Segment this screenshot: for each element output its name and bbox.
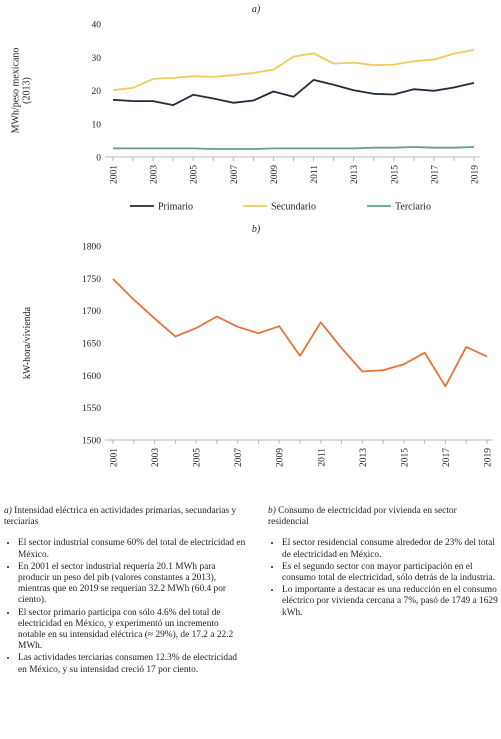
chart-b-xtick-label: 2011 <box>317 448 327 467</box>
caption-b-tag: b) <box>268 506 276 516</box>
notes-panel-b: b) Consumo de electricidad por vivienda … <box>268 506 498 620</box>
bullet-list-b: El sector residencial consume alrededor … <box>268 538 498 618</box>
chart-b-title: b) <box>252 224 261 235</box>
chart-b-ylabel-line: kW-hora/vivienda <box>22 306 33 379</box>
chart-a-xtick-label: 2019 <box>471 165 481 184</box>
caption-b-text: Consumo de electricidad por vivienda en … <box>268 506 457 528</box>
chart-a-xtick-label: 2017 <box>430 165 440 184</box>
chart-a-series-line-terciario <box>113 146 475 150</box>
chart-a-xtick-label: 2001 <box>110 165 120 184</box>
chart-b-ytick-label: 1650 <box>82 340 101 350</box>
chart-a-intensidad-electrica: a) MWh/peso mexicano (2013) 0 10 20 30 40 2001 20… <box>11 4 481 213</box>
chart-a-ytick-label: 20 <box>92 87 102 97</box>
chart-a-legend-label: Secundario <box>271 202 316 213</box>
chart-b-xtick-label: 2015 <box>400 448 410 467</box>
chart-a-ytick-label: 40 <box>92 21 102 31</box>
chart-b-ytick-label: 1700 <box>82 307 101 317</box>
caption-a-text: Intensidad eléctrica en actividades prim… <box>4 506 237 528</box>
chart-b-xtick-label: 2007 <box>234 448 244 467</box>
chart-b-ytick-label: 1800 <box>82 243 101 253</box>
chart-b-xtick-label: 2005 <box>193 448 203 467</box>
chart-b-xtick-label: 2019 <box>484 448 494 467</box>
chart-a-xtick-label: 2015 <box>390 165 400 184</box>
chart-b-ytick-label: 1550 <box>82 404 101 414</box>
notes-panel-a: a) Intensidad eléctrica en actividades p… <box>4 506 246 677</box>
chart-b-xtick-label: 2017 <box>442 448 452 467</box>
bullet-item: El sector primario participa con sólo 4.… <box>18 608 246 653</box>
chart-a-ylabel-line: (2013) <box>22 77 33 104</box>
chart-b-ytick-label: 1600 <box>82 372 101 382</box>
chart-a-ytick-label: 0 <box>96 154 101 164</box>
chart-b-xtick-label: 2001 <box>110 448 120 467</box>
chart-b-consumo-por-vivienda: b) kW-hora/vivienda 1500 1550 1600 1650 1700 17… <box>22 224 494 467</box>
bullet-list-a: El sector industrial consume 60% del tot… <box>4 538 246 675</box>
chart-a-xtick-label: 2013 <box>350 165 360 184</box>
caption-a: a) Intensidad eléctrica en actividades p… <box>4 506 246 528</box>
chart-a-series-line-secundario <box>112 49 475 92</box>
charts-canvas: a) MWh/peso mexicano (2013) 0 10 20 30 40 2001 20… <box>11 4 494 467</box>
chart-b-xtick-label: 2003 <box>151 448 161 467</box>
chart-a-legend-label: Terciario <box>395 202 431 213</box>
caption-a-tag: a) <box>4 506 12 516</box>
chart-a-title: a) <box>252 4 261 15</box>
chart-a-ylabel-line: MWh/peso mexicano <box>11 48 22 134</box>
chart-a-xtick-label: 2005 <box>190 165 200 184</box>
chart-a-legend-label: Primario <box>158 202 193 213</box>
chart-b-ytick-label: 1500 <box>82 437 101 447</box>
chart-a-xtick-label: 2009 <box>270 165 280 184</box>
bullet-item: En 2001 el sector industrial requería 20… <box>18 562 246 607</box>
bullet-item: Lo importante a destacar es una reducció… <box>282 585 498 619</box>
bullet-item: El sector residencial consume alrededor … <box>282 538 498 560</box>
bullet-item: Es el segundo sector con mayor participa… <box>282 562 498 584</box>
chart-b-xtick-label: 2009 <box>276 448 286 467</box>
chart-a-ytick-label: 10 <box>92 120 102 130</box>
chart-a-ytick-label: 30 <box>92 54 102 64</box>
bullet-item: Las actividades terciarias consumen 12.3… <box>18 653 246 675</box>
bullet-item: El sector industrial consume 60% del tot… <box>18 538 246 560</box>
chart-b-series-line-0 <box>112 278 488 388</box>
chart-a-xtick-label: 2007 <box>230 165 240 184</box>
chart-b-ytick-label: 1750 <box>82 275 101 285</box>
chart-b-xtick-label: 2013 <box>359 448 369 467</box>
chart-a-xtick-label: 2011 <box>310 165 320 184</box>
chart-a-xtick-label: 2003 <box>150 165 160 184</box>
caption-b: b) Consumo de electricidad por vivienda … <box>268 506 498 528</box>
chart-a-series-line-primario <box>112 79 475 106</box>
